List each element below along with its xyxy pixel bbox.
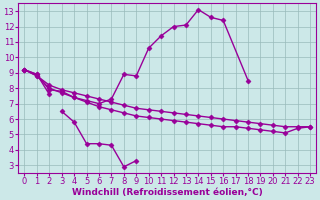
X-axis label: Windchill (Refroidissement éolien,°C): Windchill (Refroidissement éolien,°C) (72, 188, 263, 197)
